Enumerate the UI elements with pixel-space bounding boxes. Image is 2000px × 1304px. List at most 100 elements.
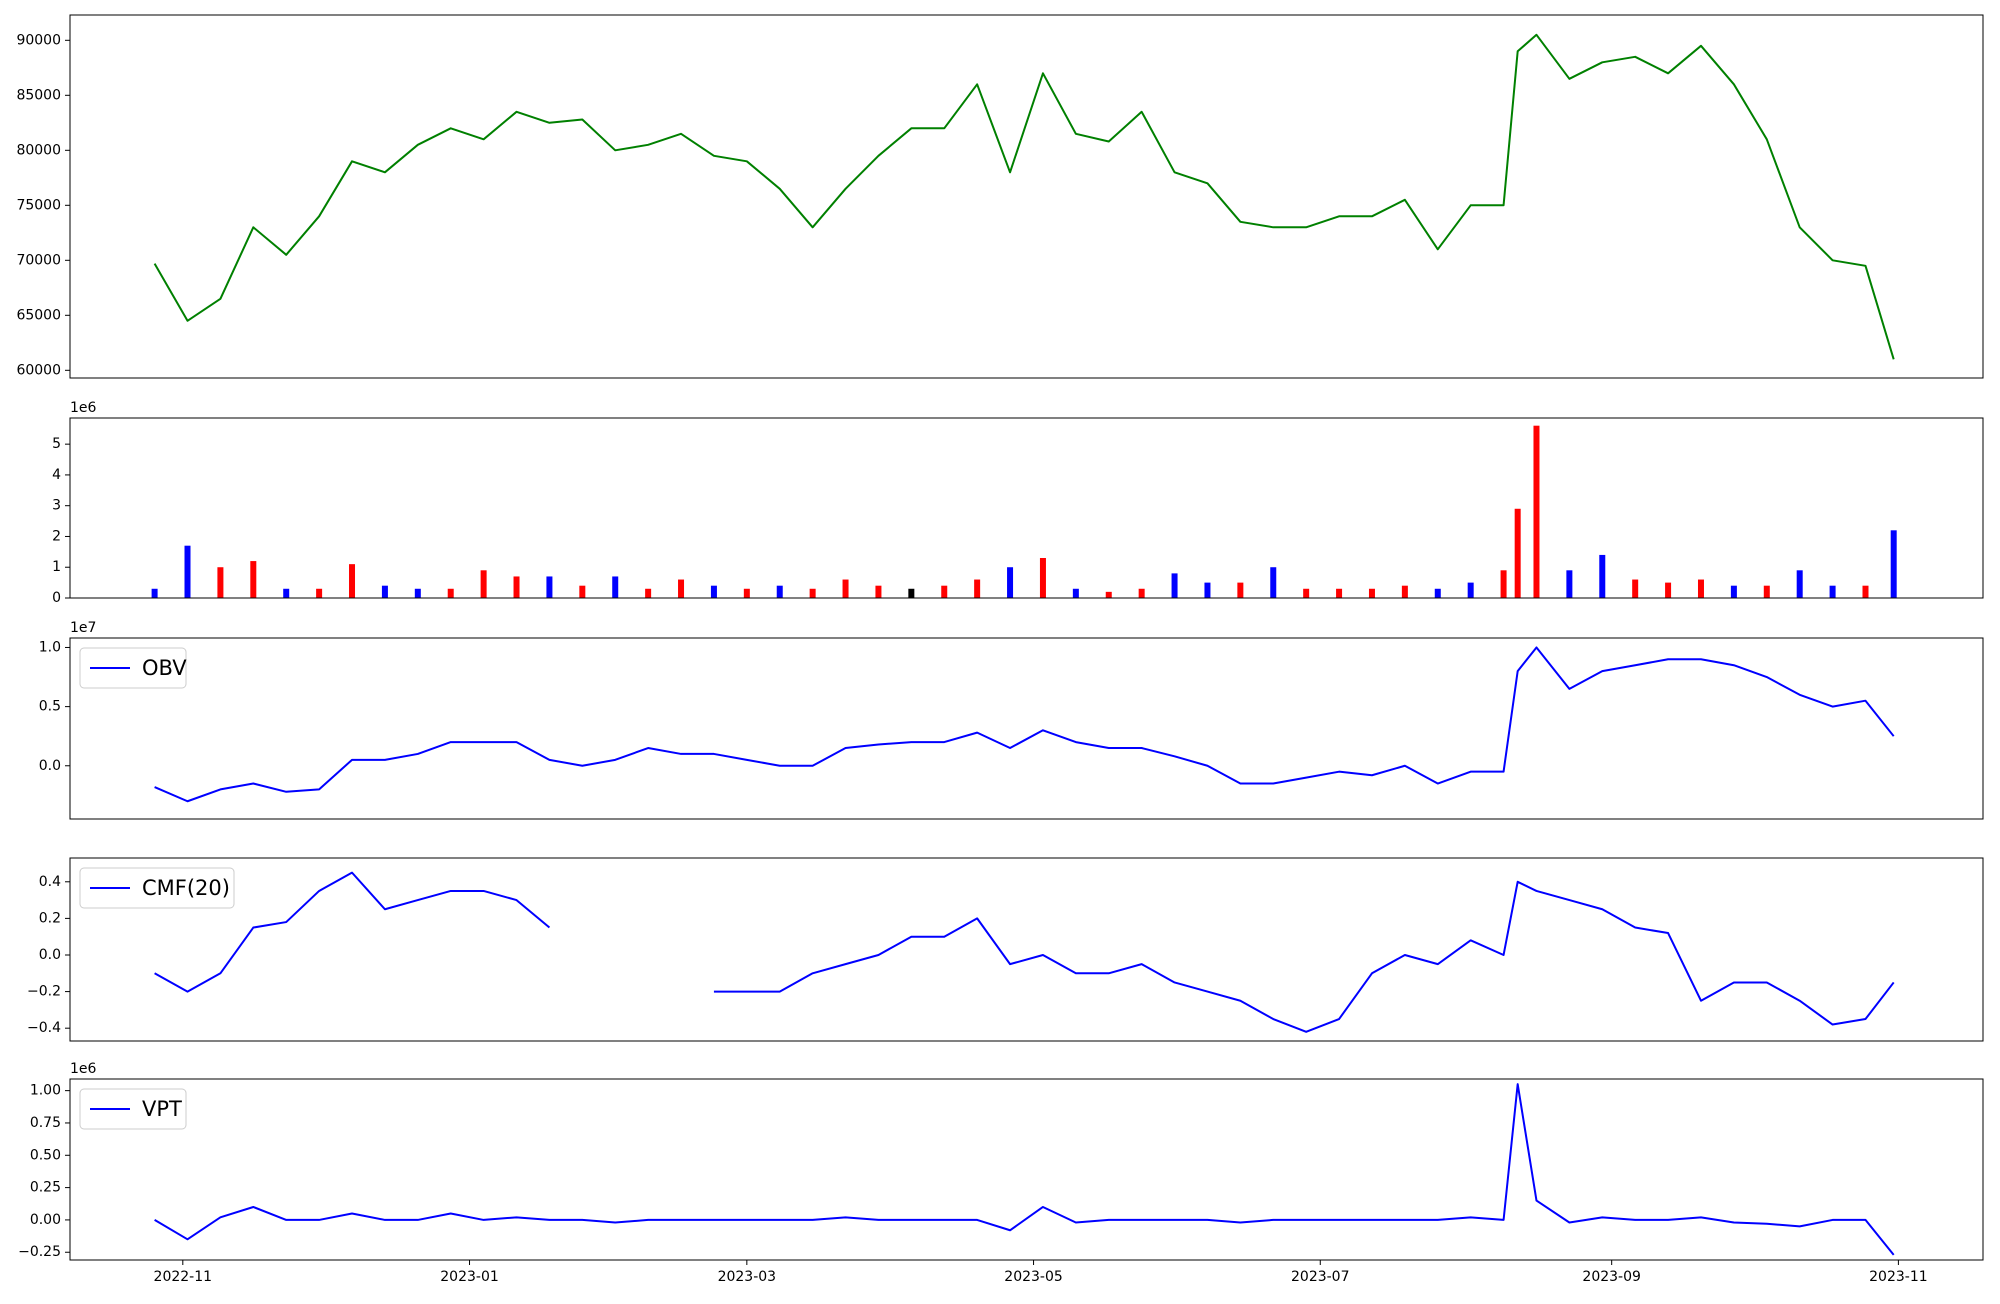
volume-bar: [447, 588, 454, 598]
volume-bar: [1500, 570, 1507, 598]
legend-label: VPT: [142, 1097, 182, 1121]
volume-bar: [710, 585, 717, 598]
axes-frame: [69, 637, 1984, 820]
volume-bar: [1514, 508, 1521, 598]
y-tick-label: −0.25: [18, 1244, 61, 1260]
y-tick-label: 85000: [16, 87, 61, 103]
y-tick-label: −0.4: [27, 1020, 61, 1036]
volume-bar: [349, 564, 356, 598]
volume-bar: [1368, 588, 1375, 598]
volume-bar: [1434, 588, 1441, 598]
y-tick-label: 0: [52, 590, 61, 606]
volume-bar: [1599, 554, 1606, 598]
volume-bar: [645, 588, 652, 598]
volume-bar: [1401, 585, 1408, 598]
volume-bar: [579, 585, 586, 598]
y-tick-label: 0.5: [39, 699, 61, 715]
volume-bar: [1829, 585, 1836, 598]
volume-bar: [1665, 582, 1672, 598]
legend-label: CMF(20): [142, 876, 230, 900]
volume-bar: [1039, 558, 1046, 598]
y-tick-label: 0.0: [39, 758, 61, 774]
y-tick-label: 3: [52, 498, 61, 514]
volume-bar: [1632, 579, 1639, 598]
volume-bar: [1533, 425, 1540, 598]
volume-bar: [513, 576, 520, 598]
x-tick-label: 2023-09: [1582, 1269, 1641, 1285]
volume-bar: [875, 585, 882, 598]
data-line: [154, 871, 1895, 1033]
y-tick-label: 0.00: [30, 1212, 61, 1228]
volume-bar: [776, 585, 783, 598]
y-tick-label: 5: [52, 436, 61, 452]
y-tick-label: 0.75: [30, 1115, 61, 1131]
x-tick-label: 2023-11: [1869, 1269, 1928, 1285]
volume-bar: [1105, 591, 1112, 598]
y-tick-label: 60000: [16, 362, 61, 378]
x-tick-label: 2023-05: [1004, 1269, 1063, 1285]
volume-bar: [414, 588, 421, 598]
y-tick-label: 1: [52, 559, 61, 575]
volume-bar: [1697, 579, 1704, 598]
volume-bar: [1270, 567, 1277, 598]
offset-label: 1e6: [70, 1061, 97, 1077]
volume-bar: [250, 561, 257, 598]
x-tick-label: 2023-03: [718, 1269, 777, 1285]
y-tick-label: 0.0: [39, 947, 61, 963]
volume-bar: [1763, 585, 1770, 598]
y-tick-label: 0.2: [39, 910, 61, 926]
x-tick-label: 2023-01: [440, 1269, 499, 1285]
volume-bar: [1467, 582, 1474, 598]
volume-bar: [1730, 585, 1737, 598]
y-tick-label: 90000: [16, 32, 61, 48]
y-tick-label: 75000: [16, 197, 61, 213]
y-tick-label: 0.25: [30, 1180, 61, 1196]
data-line: [154, 1083, 1895, 1256]
volume-bar: [1890, 530, 1897, 598]
legend-box: [79, 647, 187, 689]
volume-bar: [612, 576, 619, 598]
y-tick-label: 80000: [16, 142, 61, 158]
volume-bar: [184, 545, 191, 598]
y-tick-label: 65000: [16, 307, 61, 323]
volume-bar: [1138, 588, 1145, 598]
axes-frame: [69, 1078, 1984, 1261]
y-tick-label: 0.4: [39, 874, 61, 890]
volume-bar: [809, 588, 816, 598]
volume-bar: [283, 588, 290, 598]
volume-bar: [316, 588, 323, 598]
y-tick-label: −0.2: [27, 984, 61, 1000]
legend-box: [79, 1088, 187, 1130]
volume-bar: [151, 588, 158, 598]
volume-bar: [678, 579, 685, 598]
offset-label: 1e7: [70, 620, 96, 636]
axes-frame: [69, 857, 1984, 1042]
volume-bar: [1796, 570, 1803, 598]
offset-label: 1e6: [70, 400, 97, 416]
y-tick-label: 0.50: [30, 1147, 61, 1163]
volume-bar: [546, 576, 553, 598]
legend-box: [79, 867, 235, 909]
volume-bar: [842, 579, 849, 598]
volume-bar: [217, 567, 224, 598]
volume-bar: [1862, 585, 1869, 598]
axes-frame: [69, 14, 1984, 379]
volume-bar: [381, 585, 388, 598]
y-tick-label: 70000: [16, 252, 61, 268]
y-tick-label: 1.0: [39, 639, 61, 655]
data-line: [153, 33, 1895, 360]
volume-bar: [1204, 582, 1211, 598]
y-tick-label: 4: [52, 467, 61, 483]
legend-label: OBV: [142, 656, 187, 680]
volume-bar: [480, 570, 487, 598]
data-line: [154, 646, 1895, 803]
x-tick-label: 2022-11: [154, 1269, 213, 1285]
volume-bar: [1237, 582, 1244, 598]
volume-bar: [743, 588, 750, 598]
y-tick-label: 2: [52, 528, 61, 544]
volume-bar: [941, 585, 948, 598]
x-tick-label: 2023-07: [1291, 1269, 1350, 1285]
y-tick-label: 1.00: [30, 1083, 61, 1099]
volume-bar: [1072, 588, 1079, 598]
